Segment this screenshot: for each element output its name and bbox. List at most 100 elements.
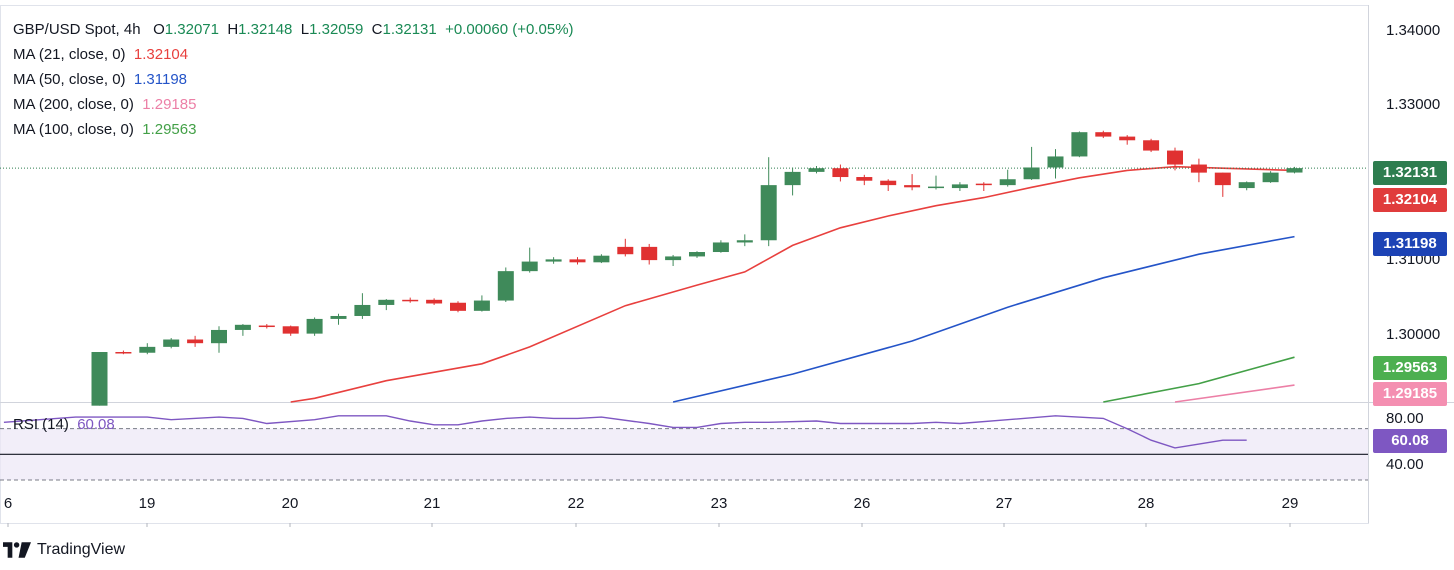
candle-body [521,261,538,272]
candle-body [808,168,825,172]
ma50-label: MA (50, close, 0) [13,71,126,88]
ma200-price-tag: 1.29185 [1373,382,1447,406]
candle-body [330,315,347,319]
x-tick-label: 23 [710,495,728,512]
candle-body [1071,132,1088,157]
candle-body [1238,182,1255,189]
candle-body [378,299,395,305]
ma-line [290,165,1295,403]
candle-body [784,171,801,186]
candle-body [712,242,729,253]
brand-name: TradingView [37,541,126,558]
candle-body [306,318,323,334]
open-label: O [153,21,165,38]
rsi-label: RSI (14) [13,416,69,433]
ma50-legend[interactable]: MA (50, close, 0) 1.31198 [13,67,574,92]
ma-line [1174,384,1295,403]
ma200-value: 1.29185 [142,96,197,113]
candle-body [880,180,897,186]
candle-body [1262,172,1279,183]
tradingview-brand[interactable]: TradingView [3,540,125,560]
candle-body [1023,167,1040,180]
ma21-price-tag: 1.32104 [1373,188,1447,212]
candle-body [1214,172,1231,186]
ma50-price-tag: 1.31198 [1373,232,1447,256]
candle-body [1190,164,1207,173]
candle-body [1047,156,1064,168]
rsi-line [3,415,1247,449]
ma50-value: 1.31198 [133,71,187,88]
candle-body [211,329,227,344]
candle-body [975,183,992,186]
x-tick-label: 29 [1281,495,1299,512]
high-label: H [227,21,239,38]
candle-body [115,352,132,354]
symbol-label[interactable]: GBP/USD Spot, 4h [13,21,141,38]
change-value: +0.00060 (+0.05%) [445,21,574,38]
y-tick-1-34000: 1.34000 [1386,22,1441,39]
tradingview-logo-icon [3,542,31,558]
candle-body [1143,140,1160,151]
rsi-legend[interactable]: RSI (14) 60.08 [13,416,115,433]
rsi-tick-40: 40.00 [1386,456,1424,473]
candle-body [856,177,873,181]
x-tick-label: 22 [567,495,585,512]
rsi-tick-80: 80.00 [1386,410,1424,427]
candle-body [187,339,204,344]
candle-body [665,256,682,261]
candle-body [689,252,705,257]
rsi-price-tag: 60.08 [1373,429,1447,453]
x-tick-label: 26 [853,495,871,512]
candle-body [832,168,849,178]
ma200-label: MA (200, close, 0) [13,96,134,113]
ma100-label: MA (100, close, 0) [13,121,134,138]
candle-body [402,299,419,302]
ohlc-row: GBP/USD Spot, 4h O1.32071 H1.32148 L1.32… [13,17,574,42]
candle-body [904,185,921,188]
ma-line [1103,356,1295,403]
candle-body [617,246,634,255]
last-price-tag: 1.32131 [1373,161,1447,185]
candle-body [1095,132,1112,137]
candle-body [473,300,490,311]
candle-body [545,259,562,262]
candle-body [641,246,658,261]
chart-legend: GBP/USD Spot, 4h O1.32071 H1.32148 L1.32… [13,17,574,142]
candle-body [282,326,299,334]
ma100-value: 1.29563 [142,121,197,138]
candle-body [593,255,610,263]
ma100-price-tag: 1.29563 [1373,356,1447,380]
candle-body [569,259,586,263]
x-tick-label: 21 [423,495,441,512]
ma-line [672,235,1295,403]
candle-body [234,324,251,330]
candle-body [1167,150,1183,165]
y-tick-1-30000: 1.30000 [1386,326,1441,343]
candle-body [426,299,443,304]
close-value: 1.32131 [382,21,437,38]
low-value: 1.32059 [309,21,364,38]
candle-body [163,339,180,347]
candle-body [1119,136,1136,141]
ma100-legend[interactable]: MA (100, close, 0) 1.29563 [13,117,574,142]
ma21-legend[interactable]: MA (21, close, 0) 1.32104 [13,42,574,67]
x-tick-label: 19 [138,495,156,512]
high-value: 1.32148 [238,21,293,38]
close-label: C [371,21,383,38]
candle-body [497,271,514,301]
low-label: L [300,21,310,38]
x-tick-label: 28 [1137,495,1155,512]
candle-body [760,185,777,241]
candle-body [354,304,371,316]
open-value: 1.32071 [164,21,219,38]
rsi-value: 60.08 [77,416,115,433]
candle-body [450,302,466,311]
x-tick-label: 20 [281,495,299,512]
candle-body [999,179,1016,186]
candle-body [139,346,156,353]
x-tick-label: 6 [3,495,13,512]
candle-body [91,352,108,406]
y-tick-1-33000: 1.33000 [1386,96,1441,113]
ma200-legend[interactable]: MA (200, close, 0) 1.29185 [13,92,574,117]
